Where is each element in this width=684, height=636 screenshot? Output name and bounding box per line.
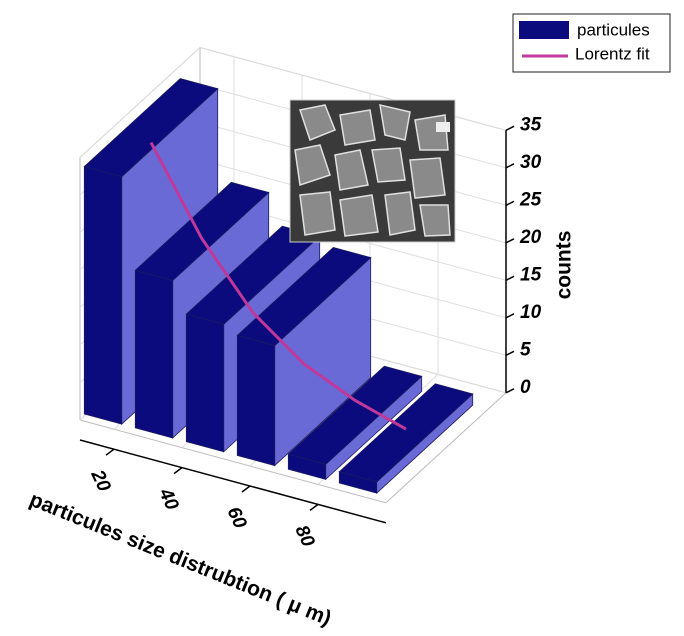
y-tick-label: 15 [520, 264, 542, 285]
y-tick-mark [506, 389, 514, 393]
x-tick-mark [174, 468, 182, 474]
y-tick-mark [506, 201, 514, 205]
x-tick-mark [310, 504, 318, 510]
y-tick-mark [506, 276, 514, 280]
x-axis-title: particules size distrubtion ( μ m) [26, 488, 334, 630]
y-tick-mark [506, 164, 514, 168]
bar-front [135, 270, 172, 438]
x-tick-label: 80 [290, 522, 318, 550]
x-tick-label: 20 [86, 466, 115, 495]
legend-swatch [519, 21, 569, 39]
x-tick-mark [106, 449, 114, 455]
legend-label: Lorentz fit [575, 44, 650, 63]
bar-front [186, 314, 223, 452]
legend-label: particules [577, 20, 650, 39]
y-tick-mark [506, 126, 514, 130]
y-tick-label: 30 [520, 152, 542, 173]
x-tick-label: 60 [222, 504, 250, 532]
y-tick-label: 0 [520, 377, 531, 398]
y-axis-title: counts [553, 231, 576, 300]
bar-front [237, 335, 274, 465]
y-tick-label: 20 [519, 227, 542, 248]
x-tick-label: 40 [154, 484, 183, 513]
sem-inset-image [290, 100, 455, 242]
y-tick-label: 25 [519, 189, 542, 210]
legend: particules Lorentz fit [513, 14, 670, 72]
y-tick-label: 5 [520, 339, 531, 360]
y-tick-mark [506, 351, 514, 355]
x-tick-mark [242, 486, 250, 492]
chart: 0 5 10 15 20 25 30 35 20 40 60 80particules size di… [0, 0, 684, 636]
bar-front [84, 167, 121, 425]
y-tick-mark [506, 314, 514, 318]
y-tick-label: 35 [520, 114, 542, 135]
y-tick-label: 10 [520, 302, 542, 323]
y-tick-mark [506, 239, 514, 243]
